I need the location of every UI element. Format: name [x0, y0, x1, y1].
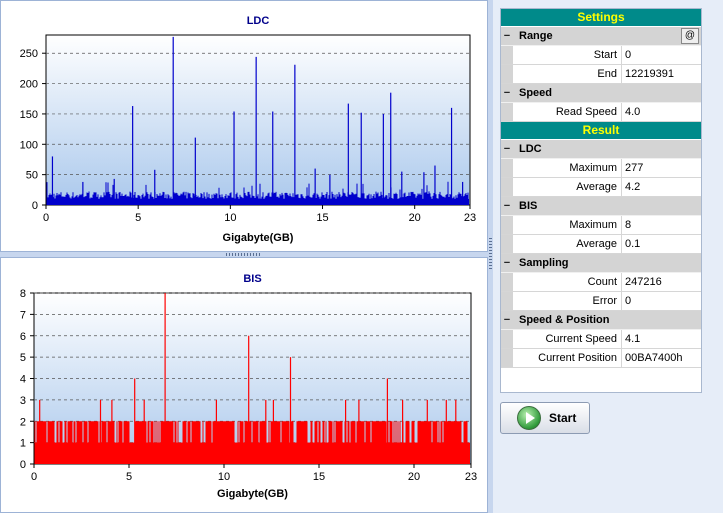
property-name: Maximum — [513, 216, 622, 234]
error-value: 0 — [622, 292, 701, 310]
x-tick-label: 15 — [313, 471, 325, 483]
property-name: Read Speed — [513, 103, 622, 121]
category-speed-position[interactable]: − Speed & Position — [501, 311, 701, 330]
property-row-start[interactable]: Start 0 — [501, 46, 701, 65]
category-bis[interactable]: − BIS — [501, 197, 701, 216]
category-label: Sampling — [519, 257, 569, 269]
property-name: Count — [513, 273, 622, 291]
collapse-icon[interactable]: − — [503, 257, 511, 269]
collapse-icon[interactable]: − — [503, 30, 511, 42]
category-label: LDC — [519, 143, 542, 155]
x-tick-label: 23 — [465, 471, 477, 483]
read-speed-value[interactable]: 4.0 — [622, 103, 701, 121]
y-tick-label: 6 — [20, 331, 26, 343]
property-row-bis-average: Average 0.1 — [501, 235, 701, 254]
property-row-current-position: Current Position 00BA7400h — [501, 349, 701, 368]
property-name: Average — [513, 178, 622, 196]
ldc-maximum-value: 277 — [622, 159, 701, 177]
bis-maximum-value: 8 — [622, 216, 701, 234]
property-row-read-speed[interactable]: Read Speed 4.0 — [501, 103, 701, 122]
x-axis-label: Gigabyte(GB) — [223, 232, 294, 244]
splitter-grip-icon — [489, 238, 492, 270]
property-row-end[interactable]: End 12219391 — [501, 65, 701, 84]
property-row-current-speed: Current Speed 4.1 — [501, 330, 701, 349]
result-header: Result — [501, 122, 701, 140]
y-tick-label: 1 — [20, 438, 26, 450]
x-tick-label: 23 — [464, 212, 476, 224]
chart-title: BIS — [243, 273, 261, 285]
property-name: Maximum — [513, 159, 622, 177]
x-tick-label: 10 — [218, 471, 230, 483]
property-name: Start — [513, 46, 622, 64]
y-tick-label: 4 — [20, 374, 26, 386]
property-grid: Settings − Range @ Start 0 End 12219391 − … — [500, 8, 702, 393]
play-icon — [517, 406, 541, 430]
collapse-icon[interactable]: − — [503, 143, 511, 155]
x-tick-label: 20 — [409, 212, 421, 224]
category-ldc[interactable]: − LDC — [501, 140, 701, 159]
ldc-average-value: 4.2 — [622, 178, 701, 196]
category-label: Speed & Position — [519, 314, 610, 326]
category-label: Speed — [519, 87, 553, 99]
y-tick-label: 8 — [20, 288, 26, 300]
category-speed[interactable]: − Speed — [501, 84, 701, 103]
settings-header: Settings — [501, 9, 701, 27]
property-name: Error — [513, 292, 622, 310]
count-value: 247216 — [622, 273, 701, 291]
y-tick-label: 7 — [20, 309, 26, 321]
property-row-count: Count 247216 — [501, 273, 701, 292]
y-tick-label: 0 — [32, 200, 38, 212]
y-tick-label: 5 — [20, 352, 26, 364]
x-tick-label: 15 — [316, 212, 328, 224]
property-name: Current Speed — [513, 330, 622, 348]
vertical-splitter[interactable] — [488, 0, 493, 513]
property-name: Current Position — [513, 349, 622, 367]
x-axis-label: Gigabyte(GB) — [217, 488, 288, 500]
y-tick-label: 250 — [20, 48, 38, 60]
bis-chart-panel: 0 1 2 3 4 5 6 7 8 0 5 10 15 20 23 BIS Gigabyte(GB) — [0, 257, 488, 513]
property-row-error: Error 0 — [501, 292, 701, 311]
splitter-grip-icon — [226, 253, 262, 256]
property-name: End — [513, 65, 622, 83]
bis-average-value: 0.1 — [622, 235, 701, 253]
current-position-value: 00BA7400h — [622, 349, 701, 367]
plot-area — [45, 34, 471, 206]
property-name: Average — [513, 235, 622, 253]
y-tick-label: 2 — [20, 416, 26, 428]
x-tick-label: 0 — [31, 471, 37, 483]
start-button[interactable]: Start — [500, 402, 590, 434]
side-panel: Settings − Range @ Start 0 End 12219391 − … — [493, 0, 723, 513]
category-label: BIS — [519, 200, 538, 212]
property-row-bis-maximum: Maximum 8 — [501, 216, 701, 235]
y-tick-label: 200 — [20, 79, 38, 91]
chart-title: LDC — [247, 15, 270, 27]
collapse-icon[interactable]: − — [503, 314, 511, 326]
property-row-ldc-average: Average 4.2 — [501, 178, 701, 197]
at-button[interactable]: @ — [681, 28, 699, 44]
x-tick-label: 5 — [135, 212, 141, 224]
category-range[interactable]: − Range @ — [501, 27, 701, 46]
category-sampling[interactable]: − Sampling — [501, 254, 701, 273]
end-value[interactable]: 12219391 — [622, 65, 701, 83]
category-label: Range — [519, 30, 553, 42]
start-value[interactable]: 0 — [622, 46, 701, 64]
x-tick-label: 10 — [224, 212, 236, 224]
ldc-chart-panel: 0 50 100 150 200 250 0 5 10 15 20 23 LDC Gigabyte(GB) — [0, 0, 488, 252]
ldc-chart: 0 50 100 150 200 250 0 5 10 15 20 23 LDC Gigabyte(GB) — [20, 15, 476, 244]
collapse-icon[interactable]: − — [503, 87, 511, 99]
horizontal-splitter[interactable] — [0, 252, 488, 257]
y-tick-label: 3 — [20, 395, 26, 407]
y-tick-label: 50 — [26, 170, 38, 182]
x-tick-label: 5 — [126, 471, 132, 483]
current-speed-value: 4.1 — [622, 330, 701, 348]
x-tick-label: 0 — [43, 212, 49, 224]
collapse-icon[interactable]: − — [503, 200, 511, 212]
y-tick-label: 100 — [20, 139, 38, 151]
start-button-label: Start — [549, 411, 577, 425]
y-tick-label: 0 — [20, 459, 26, 471]
property-row-ldc-maximum: Maximum 277 — [501, 159, 701, 178]
x-tick-label: 20 — [408, 471, 420, 483]
y-tick-label: 150 — [20, 109, 38, 121]
